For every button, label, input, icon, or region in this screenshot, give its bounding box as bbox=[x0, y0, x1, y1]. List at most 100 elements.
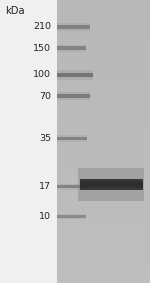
Bar bbox=[57, 137, 150, 139]
Bar bbox=[57, 71, 150, 73]
Bar bbox=[57, 186, 150, 189]
Bar bbox=[57, 182, 150, 184]
Bar bbox=[57, 45, 150, 47]
Bar bbox=[57, 31, 150, 33]
Text: 210: 210 bbox=[33, 22, 51, 31]
Bar bbox=[57, 54, 150, 57]
Bar bbox=[57, 267, 150, 269]
Bar bbox=[57, 184, 87, 190]
Bar bbox=[57, 123, 150, 125]
Bar bbox=[57, 104, 150, 106]
Bar bbox=[57, 271, 150, 274]
Bar bbox=[57, 205, 150, 207]
Bar bbox=[57, 215, 86, 218]
Bar bbox=[57, 236, 150, 238]
Bar bbox=[57, 80, 150, 83]
Bar bbox=[57, 274, 150, 276]
Bar bbox=[57, 153, 150, 156]
Bar bbox=[57, 85, 150, 87]
Bar bbox=[57, 219, 150, 222]
Bar bbox=[57, 224, 150, 226]
Bar bbox=[57, 222, 150, 224]
Bar bbox=[57, 5, 150, 7]
Bar bbox=[57, 73, 150, 76]
Bar bbox=[57, 130, 150, 132]
Bar bbox=[57, 7, 150, 9]
Bar bbox=[57, 78, 150, 80]
Bar bbox=[80, 188, 142, 189]
Bar bbox=[57, 177, 150, 179]
Bar bbox=[57, 146, 150, 149]
Bar bbox=[57, 47, 150, 50]
Bar bbox=[57, 14, 150, 16]
Bar bbox=[57, 101, 150, 104]
Bar bbox=[57, 165, 150, 168]
Bar bbox=[57, 276, 150, 278]
Bar bbox=[57, 139, 150, 142]
Bar bbox=[57, 61, 150, 64]
Bar bbox=[57, 175, 150, 177]
Bar bbox=[57, 168, 150, 170]
Bar bbox=[57, 233, 150, 236]
Bar bbox=[57, 94, 150, 97]
Bar bbox=[57, 12, 150, 14]
Bar bbox=[57, 170, 150, 172]
Bar bbox=[57, 99, 150, 101]
Bar bbox=[57, 125, 150, 127]
Bar bbox=[57, 151, 150, 153]
Bar bbox=[57, 52, 150, 54]
Bar bbox=[80, 184, 142, 185]
Bar bbox=[57, 163, 150, 165]
Bar bbox=[78, 168, 144, 201]
Bar bbox=[57, 269, 150, 271]
Bar bbox=[57, 70, 93, 80]
Bar bbox=[57, 196, 150, 198]
Bar bbox=[57, 191, 150, 193]
Bar bbox=[57, 76, 150, 78]
Bar bbox=[57, 0, 150, 2]
Bar bbox=[57, 226, 150, 229]
Bar bbox=[57, 33, 150, 35]
Bar bbox=[57, 132, 150, 134]
Bar bbox=[57, 212, 150, 215]
Bar bbox=[57, 64, 150, 66]
Bar bbox=[57, 262, 150, 264]
Bar bbox=[57, 2, 150, 5]
Bar bbox=[57, 16, 150, 19]
Bar bbox=[57, 281, 150, 283]
Bar bbox=[80, 182, 142, 183]
Bar bbox=[57, 245, 150, 248]
Bar bbox=[57, 250, 150, 252]
Bar bbox=[57, 38, 150, 40]
Bar bbox=[57, 210, 150, 212]
Bar bbox=[57, 231, 150, 233]
Bar bbox=[80, 179, 142, 180]
Bar bbox=[57, 106, 150, 108]
Text: 10: 10 bbox=[39, 212, 51, 221]
Text: 100: 100 bbox=[33, 70, 51, 80]
Text: 35: 35 bbox=[39, 134, 51, 143]
Bar bbox=[57, 257, 150, 260]
Bar bbox=[80, 189, 142, 190]
Bar bbox=[57, 243, 150, 245]
Bar bbox=[57, 26, 150, 28]
Bar bbox=[57, 19, 150, 21]
Bar bbox=[57, 203, 150, 205]
Bar bbox=[80, 187, 142, 188]
Bar bbox=[57, 45, 86, 52]
Bar bbox=[57, 68, 150, 71]
Bar bbox=[57, 118, 150, 120]
Bar bbox=[57, 134, 150, 137]
Bar bbox=[57, 111, 150, 113]
Bar bbox=[57, 35, 150, 38]
Bar bbox=[80, 181, 142, 182]
Bar bbox=[57, 241, 150, 243]
Bar bbox=[57, 248, 150, 250]
Text: 150: 150 bbox=[33, 44, 51, 53]
Bar bbox=[57, 149, 150, 151]
Bar bbox=[57, 115, 150, 118]
Bar bbox=[57, 92, 90, 100]
Bar bbox=[57, 193, 150, 196]
Bar bbox=[57, 217, 150, 219]
Bar bbox=[57, 142, 150, 144]
